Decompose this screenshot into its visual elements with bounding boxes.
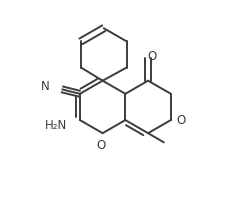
Text: O: O — [97, 139, 106, 152]
Text: O: O — [176, 114, 185, 127]
Text: H₂N: H₂N — [45, 119, 67, 132]
Text: N: N — [40, 80, 49, 94]
Text: O: O — [146, 50, 155, 63]
